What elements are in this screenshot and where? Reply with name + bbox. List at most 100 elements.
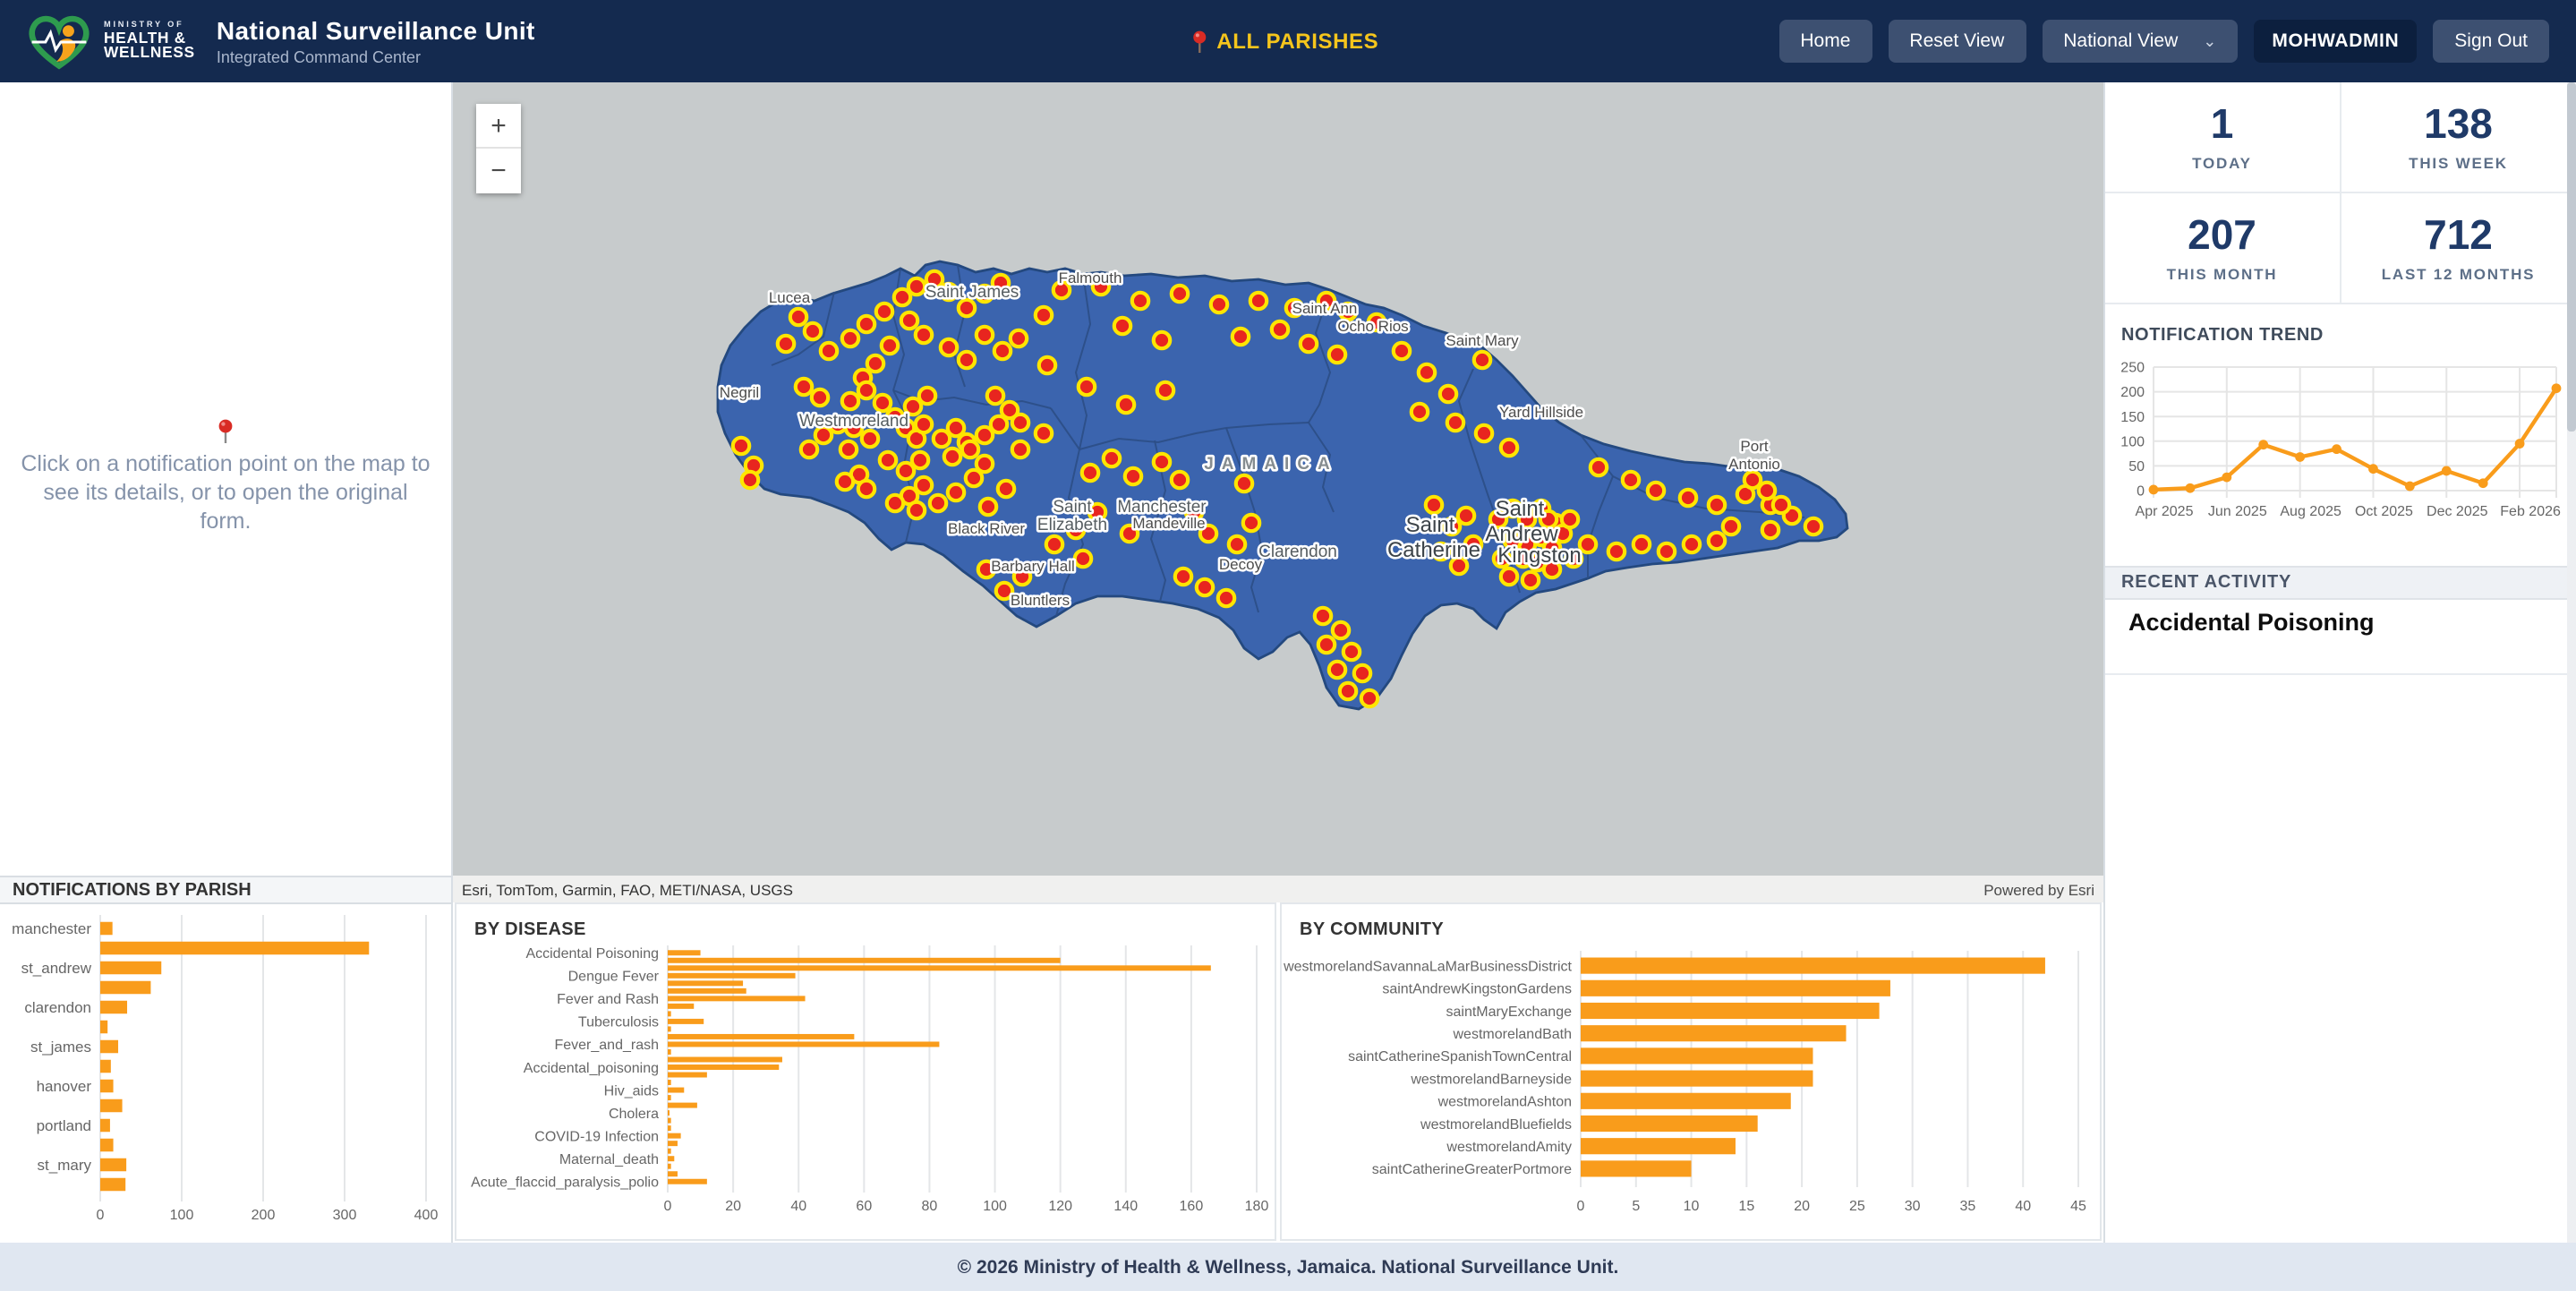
notification-marker[interactable] <box>1194 577 1215 598</box>
notification-marker[interactable] <box>1076 376 1097 398</box>
notification-marker[interactable] <box>1656 541 1677 562</box>
notification-marker[interactable] <box>1248 290 1269 312</box>
notification-marker[interactable] <box>1606 541 1627 562</box>
notification-marker[interactable] <box>1230 326 1251 347</box>
notification-marker[interactable] <box>1541 537 1563 559</box>
notification-marker[interactable] <box>988 414 1010 435</box>
notification-marker[interactable] <box>840 390 861 412</box>
notification-marker[interactable] <box>945 482 967 503</box>
notification-marker[interactable] <box>990 272 1011 294</box>
notification-marker[interactable] <box>917 385 938 406</box>
sign-out-button[interactable]: Sign Out <box>2433 20 2549 63</box>
notification-marker[interactable] <box>1498 566 1520 587</box>
notification-marker[interactable] <box>891 286 913 308</box>
notification-marker[interactable] <box>1010 412 1031 433</box>
notification-marker[interactable] <box>1112 315 1133 337</box>
notification-marker[interactable] <box>856 313 877 335</box>
notification-marker[interactable] <box>1101 448 1122 469</box>
notification-marker[interactable] <box>1169 469 1190 491</box>
notification-marker[interactable] <box>927 492 949 514</box>
notification-marker[interactable] <box>906 500 927 521</box>
notification-marker[interactable] <box>1337 301 1359 322</box>
notification-marker[interactable] <box>1330 620 1352 641</box>
notification-marker[interactable] <box>1151 329 1173 351</box>
notification-marker[interactable] <box>775 333 797 355</box>
notification-marker[interactable] <box>1341 641 1362 663</box>
notification-marker[interactable] <box>931 428 952 449</box>
notification-marker[interactable] <box>859 428 881 449</box>
notification-marker[interactable] <box>899 310 920 331</box>
notification-marker[interactable] <box>1215 587 1237 609</box>
notification-marker[interactable] <box>1681 534 1702 555</box>
notification-marker[interactable] <box>992 340 1013 362</box>
notification-marker[interactable] <box>1090 276 1112 297</box>
notification-marker[interactable] <box>1620 469 1642 491</box>
notification-marker[interactable] <box>1502 530 1523 551</box>
recent-activity-item[interactable]: Accidental Poisoning <box>2128 609 2375 636</box>
notification-marker[interactable] <box>974 283 995 304</box>
notification-marker[interactable] <box>1036 355 1058 376</box>
zoom-in-button[interactable]: + <box>476 104 521 149</box>
notification-marker[interactable] <box>1445 412 1466 433</box>
notification-marker[interactable] <box>1770 494 1792 516</box>
notification-marker[interactable] <box>1473 423 1495 444</box>
notification-marker[interactable] <box>1241 512 1262 534</box>
notification-marker[interactable] <box>1312 605 1334 627</box>
notification-marker[interactable] <box>1430 541 1452 562</box>
notification-marker[interactable] <box>1269 319 1291 340</box>
notification-marker[interactable] <box>884 492 906 514</box>
notification-marker[interactable] <box>976 559 997 580</box>
notification-marker[interactable] <box>818 340 840 362</box>
zoom-out-button[interactable]: − <box>476 149 521 193</box>
notification-marker[interactable] <box>1706 530 1727 551</box>
scrollbar-thumb[interactable] <box>2567 82 2576 432</box>
notification-marker[interactable] <box>895 460 917 482</box>
notification-marker[interactable] <box>1326 344 1348 365</box>
notification-marker[interactable] <box>1516 509 1538 530</box>
notification-marker[interactable] <box>963 467 985 489</box>
notification-marker[interactable] <box>960 439 981 460</box>
notification-marker[interactable] <box>1087 501 1108 523</box>
disease-chart[interactable]: 0 20 40 60 80 100 120 140 160 180 Accidental Poiso… <box>456 944 1275 1235</box>
notification-marker[interactable] <box>856 380 877 401</box>
notification-marker[interactable] <box>1391 340 1412 362</box>
notification-marker[interactable] <box>1645 480 1667 501</box>
notification-marker[interactable] <box>788 306 809 328</box>
notification-marker[interactable] <box>1044 534 1065 555</box>
notification-marker[interactable] <box>879 335 900 356</box>
notification-marker[interactable] <box>1208 294 1230 315</box>
notification-marker[interactable] <box>902 396 924 417</box>
notification-marker[interactable] <box>877 449 899 471</box>
notification-marker[interactable] <box>985 385 1006 406</box>
notification-marker[interactable] <box>1173 566 1194 587</box>
notification-marker[interactable] <box>874 301 895 322</box>
notification-marker[interactable] <box>1169 283 1190 304</box>
notification-marker[interactable] <box>1677 487 1699 509</box>
notification-marker[interactable] <box>974 324 995 346</box>
community-chart[interactable]: 0 5 10 15 20 25 30 35 40 45 westmorelandSavannaLaM… <box>1282 944 2100 1235</box>
notification-marker[interactable] <box>1720 516 1742 537</box>
notification-marker[interactable] <box>1337 680 1359 702</box>
notification-marker[interactable] <box>1502 498 1523 519</box>
notification-marker[interactable] <box>802 321 823 342</box>
notification-marker[interactable] <box>1756 480 1778 501</box>
notification-marker[interactable] <box>1033 423 1054 444</box>
notification-marker[interactable] <box>1284 297 1305 319</box>
notification-marker[interactable] <box>1498 437 1520 458</box>
notification-marker[interactable] <box>999 399 1020 421</box>
notification-marker[interactable] <box>739 469 761 491</box>
notification-marker[interactable] <box>977 496 999 517</box>
notification-marker[interactable] <box>956 297 977 319</box>
notification-marker[interactable] <box>1706 494 1727 516</box>
notification-marker[interactable] <box>942 446 963 467</box>
notification-marker[interactable] <box>865 353 886 374</box>
notification-marker[interactable] <box>1760 519 1781 541</box>
notification-marker[interactable] <box>1491 548 1513 569</box>
view-select[interactable]: National View ⌄ <box>2042 20 2239 63</box>
scrollbar[interactable] <box>2567 82 2576 1243</box>
notification-marker[interactable] <box>1010 439 1031 460</box>
notification-marker[interactable] <box>1115 394 1137 415</box>
notification-marker[interactable] <box>913 475 934 496</box>
notification-marker[interactable] <box>974 453 995 475</box>
notification-marker[interactable] <box>1541 559 1563 580</box>
